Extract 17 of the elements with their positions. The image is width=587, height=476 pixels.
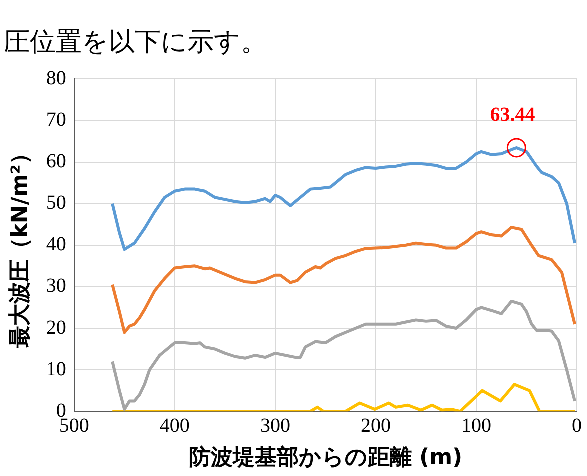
chart-title: 圧位置を以下に示す。 xyxy=(4,27,267,58)
y-tick-label: 60 xyxy=(46,150,66,173)
x-tick-label: 400 xyxy=(160,414,190,437)
annotation: 63.44 xyxy=(490,104,536,126)
x-tick-label: 300 xyxy=(260,414,290,437)
x-axis-title: 防波堤基部からの距離 (m) xyxy=(188,444,463,471)
y-tick-label: 70 xyxy=(46,109,66,131)
x-tick-label: 100 xyxy=(461,414,492,437)
y-axis-title: 最大波圧（kN/m²） xyxy=(8,142,33,350)
y-tick-label: 20 xyxy=(46,316,66,339)
y-tick-label: 30 xyxy=(46,275,66,298)
y-tick-label: 80 xyxy=(46,67,66,90)
x-tick-label: 0 xyxy=(572,414,582,437)
y-tick-label: 40 xyxy=(46,234,66,256)
x-tick-label: 200 xyxy=(360,414,391,437)
y-tick-label: 10 xyxy=(46,358,66,380)
y-tick-label: 50 xyxy=(46,192,66,214)
